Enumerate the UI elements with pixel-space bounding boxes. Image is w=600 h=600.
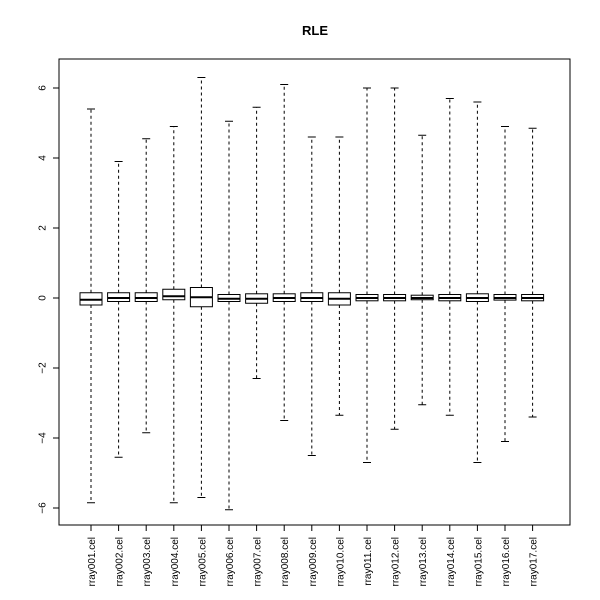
x-tick-label: rray013.cel [418, 537, 429, 586]
y-tick-label: 0 [38, 295, 49, 301]
x-tick-label: rray003.cel [142, 537, 153, 586]
x-tick-label: rray005.cel [197, 537, 208, 586]
box-13 [410, 134, 434, 406]
x-tick-label: rray014.cel [446, 537, 457, 586]
x-tick-label: rray016.cel [501, 537, 512, 586]
iqr-box [162, 288, 186, 301]
box-9 [300, 136, 324, 456]
box-15 [465, 101, 489, 463]
y-axis: −6 −4 −2 0 2 4 6 [38, 85, 59, 514]
box-8 [272, 84, 296, 421]
x-tick-label: rray007.cel [253, 537, 264, 586]
y-tick-label: 6 [38, 85, 49, 91]
x-tick-label: rray001.cel [87, 537, 98, 586]
box-14 [438, 98, 462, 416]
x-tick-label: rray002.cel [115, 537, 126, 586]
x-tick-label: rray010.cel [335, 537, 346, 586]
box-3 [134, 138, 158, 434]
box-12 [383, 87, 407, 430]
box-2 [107, 161, 131, 458]
chart-title: RLE [302, 23, 328, 38]
box-series [79, 77, 545, 511]
x-tick-label: rray017.cel [529, 537, 540, 586]
x-tick-label: rray008.cel [280, 537, 291, 586]
y-tick-label: −6 [38, 502, 49, 514]
x-tick-label: rray006.cel [225, 537, 236, 586]
x-tick-label: rray012.cel [391, 537, 402, 586]
box-17 [521, 127, 545, 418]
box-11 [355, 87, 379, 463]
plot-frame [58, 58, 571, 526]
x-tick-label: rray009.cel [308, 537, 319, 586]
x-axis: rray001.cel rray002.cel rray003.cel rray004… [87, 525, 540, 586]
box-10 [327, 136, 351, 416]
x-tick-label: rray015.cel [473, 537, 484, 586]
box-4 [162, 126, 186, 504]
box-5 [189, 77, 213, 498]
y-tick-label: 4 [38, 155, 49, 161]
x-tick-label: rray004.cel [170, 537, 181, 586]
y-tick-label: −4 [38, 432, 49, 444]
y-tick-label: −2 [38, 362, 49, 374]
box-16 [493, 126, 517, 442]
box-1 [79, 108, 103, 504]
box-7 [245, 106, 269, 379]
x-tick-label: rray011.cel [363, 537, 374, 586]
box-6 [217, 120, 241, 511]
y-tick-label: 2 [38, 225, 49, 231]
